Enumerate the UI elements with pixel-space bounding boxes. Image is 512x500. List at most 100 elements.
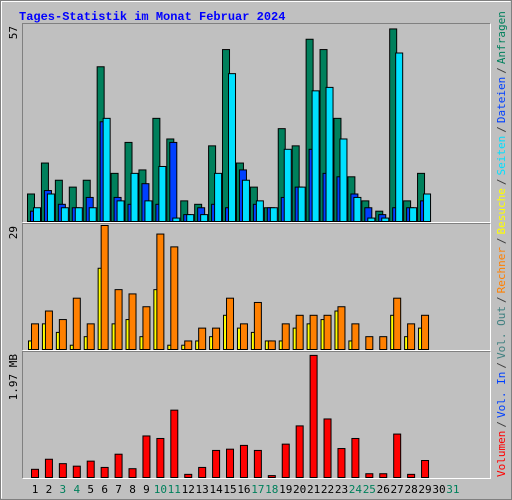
y-tick-label: 1.97 MB: [7, 354, 20, 401]
y-tick-label: 57: [7, 26, 20, 39]
bar: [198, 466, 207, 478]
x-tick-label: 7: [115, 483, 122, 496]
x-tick-label: 31: [446, 483, 459, 496]
x-tick-label: 20: [293, 483, 306, 496]
panel-bevel: [22, 223, 491, 351]
bar: [44, 310, 53, 350]
bar: [184, 473, 193, 478]
bar: [74, 207, 83, 223]
bar: [311, 90, 320, 223]
x-tick-label: 26: [377, 483, 390, 496]
bar: [198, 327, 207, 351]
panel-bevel: [22, 23, 491, 223]
bar: [212, 449, 221, 479]
bar: [102, 117, 111, 222]
bar: [323, 418, 332, 478]
bar: [351, 323, 360, 350]
bar: [144, 200, 153, 223]
bar: [239, 323, 248, 350]
bar: [114, 289, 123, 351]
bar: [255, 200, 264, 223]
bar: [184, 340, 193, 350]
x-tick-label: 18: [265, 483, 278, 496]
bar: [281, 443, 290, 478]
bar: [407, 323, 416, 350]
bar: [100, 466, 109, 478]
x-tick-label: 12: [182, 483, 195, 496]
legend-entry: Anfragen: [495, 11, 508, 64]
bar: [309, 314, 318, 350]
x-tick-label: 14: [209, 483, 223, 496]
legend-separator: /: [495, 178, 508, 185]
bar: [156, 233, 165, 350]
x-tick-label: 6: [101, 483, 108, 496]
x-tick-label: 16: [237, 483, 250, 496]
bar: [114, 453, 123, 479]
bar: [142, 435, 151, 478]
legend-entry: Seiten: [495, 136, 508, 176]
x-tick-label: 13: [196, 483, 209, 496]
panel-bevel: [22, 351, 491, 479]
bar: [351, 437, 360, 478]
bar: [297, 186, 306, 222]
bar: [309, 354, 318, 479]
panel-bevel: [22, 351, 491, 479]
x-tick-label: 9: [143, 483, 150, 496]
bar: [379, 336, 388, 351]
bar: [228, 73, 237, 222]
legend-entry: Dateien: [495, 77, 508, 123]
x-tick-label: 25: [363, 483, 376, 496]
x-tick-label: 3: [60, 483, 67, 496]
bar: [60, 207, 69, 223]
bar: [156, 437, 165, 478]
x-tick-label: 29: [418, 483, 431, 496]
legend-separator: /: [495, 296, 508, 303]
bar: [170, 409, 179, 478]
bar: [409, 207, 418, 223]
legend-separator: /: [495, 421, 508, 428]
bar: [142, 306, 151, 351]
legend-entry: Vol. Out: [495, 306, 508, 359]
legend-separator: /: [495, 126, 508, 133]
bar: [367, 217, 376, 222]
bar: [283, 148, 292, 222]
x-tick-label: 24: [349, 483, 363, 496]
bar: [88, 207, 97, 223]
bar: [381, 217, 390, 222]
x-tick-label: 19: [279, 483, 292, 496]
legend-entry: Volumen: [495, 431, 508, 477]
bar: [214, 172, 223, 222]
bar: [421, 460, 430, 478]
bar: [325, 86, 334, 223]
x-tick-label: 2: [46, 483, 53, 496]
bar: [72, 297, 81, 351]
x-tick-label: 17: [251, 483, 264, 496]
bar: [365, 336, 374, 351]
y-tick-label: 29: [7, 226, 20, 239]
bar: [128, 293, 137, 350]
bar: [239, 444, 248, 478]
x-tick-label: 27: [391, 483, 404, 496]
legend-separator: /: [495, 362, 508, 369]
bar: [393, 433, 402, 479]
bar: [337, 306, 346, 351]
bar: [158, 165, 167, 222]
x-tick-label: 11: [168, 483, 181, 496]
x-tick-label: 28: [404, 483, 417, 496]
bar: [72, 465, 81, 478]
bar: [253, 449, 262, 479]
x-tick-label: 15: [223, 483, 236, 496]
bar: [323, 314, 332, 350]
bar: [393, 297, 402, 351]
bar: [423, 193, 432, 222]
x-tick-label: 21: [307, 483, 320, 496]
bar: [170, 246, 179, 350]
bar: [86, 460, 95, 479]
bar: [116, 200, 125, 223]
bar: [212, 327, 221, 351]
bar: [186, 214, 195, 222]
bar: [395, 52, 404, 222]
bar: [281, 323, 290, 350]
